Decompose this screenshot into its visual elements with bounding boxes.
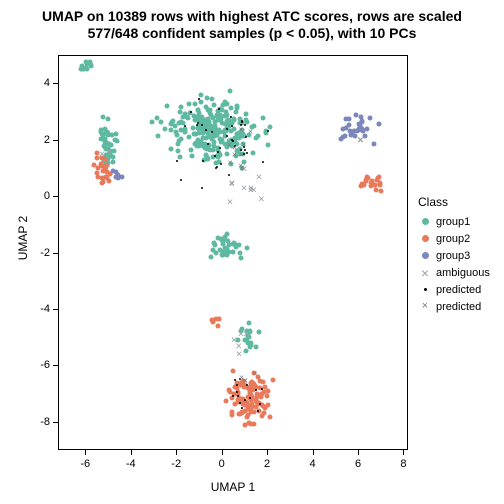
legend: Class group1 group2 group3 × ambiguous predic… (418, 195, 490, 315)
y-tick-label: 4 (28, 77, 50, 89)
y-tick-label: -6 (28, 359, 50, 371)
x-tick-mark (313, 450, 314, 455)
legend-title: Class (418, 195, 490, 209)
y-tick-label: -4 (28, 303, 50, 315)
y-tick-mark (53, 365, 58, 366)
legend-label: group1 (436, 216, 470, 228)
x-axis-label: UMAP 1 (58, 480, 408, 494)
legend-item: predicted (418, 281, 490, 298)
x-tick-label: -2 (171, 458, 181, 470)
y-tick-mark (53, 140, 58, 141)
legend-swatch (418, 218, 432, 225)
y-tick-label: 2 (28, 134, 50, 146)
umap-figure: UMAP on 10389 rows with highest ATC scor… (0, 0, 504, 504)
x-tick-mark (85, 450, 86, 455)
x-tick-mark (403, 450, 404, 455)
x-tick-label: 8 (400, 458, 406, 470)
legend-swatch: × (418, 301, 432, 312)
y-tick-mark (53, 422, 58, 423)
y-tick-mark (53, 309, 58, 310)
y-axis-label: UMAP 2 (16, 198, 30, 278)
y-tick-mark (53, 196, 58, 197)
legend-item: group3 (418, 247, 490, 264)
x-tick-mark (176, 450, 177, 455)
chart-title: UMAP on 10389 rows with highest ATC scor… (0, 8, 504, 41)
x-tick-label: 4 (309, 458, 315, 470)
x-tick-label: 6 (355, 458, 361, 470)
plot-area (58, 55, 408, 450)
x-tick-mark (358, 450, 359, 455)
x-tick-mark (222, 450, 223, 455)
x-tick-label: -6 (80, 458, 90, 470)
y-tick-mark (53, 253, 58, 254)
title-line1: UMAP on 10389 rows with highest ATC scor… (0, 8, 504, 25)
x-tick-label: 2 (264, 458, 270, 470)
y-tick-label: -8 (28, 416, 50, 428)
legend-swatch (418, 235, 432, 242)
legend-item: group2 (418, 230, 490, 247)
legend-swatch (418, 288, 432, 291)
legend-swatch (418, 252, 432, 259)
y-tick-mark (53, 83, 58, 84)
legend-label: group3 (436, 250, 470, 262)
legend-item: × predicted (418, 298, 490, 315)
title-line2: 577/648 confident samples (p < 0.05), wi… (0, 25, 504, 42)
legend-label: predicted (436, 284, 481, 296)
x-tick-mark (267, 450, 268, 455)
legend-label: ambiguous (436, 267, 490, 279)
legend-item: group1 (418, 213, 490, 230)
y-tick-label: -2 (28, 247, 50, 259)
y-tick-label: 0 (28, 190, 50, 202)
x-tick-label: 0 (219, 458, 225, 470)
x-tick-mark (131, 450, 132, 455)
legend-label: predicted (436, 301, 481, 313)
legend-swatch: × (418, 266, 432, 280)
x-tick-label: -4 (126, 458, 136, 470)
legend-label: group2 (436, 233, 470, 245)
legend-item: × ambiguous (418, 264, 490, 281)
